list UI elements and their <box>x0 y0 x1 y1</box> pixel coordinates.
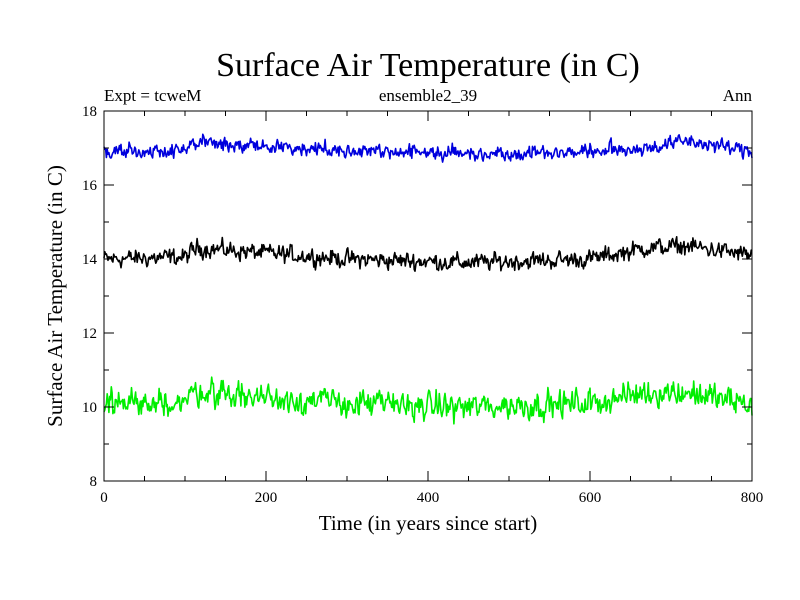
period-label: Ann <box>723 86 753 105</box>
series-line-0 <box>103 236 753 272</box>
y-tick-label: 8 <box>90 474 98 490</box>
y-tick-label: 10 <box>82 400 97 416</box>
plot-frame <box>103 110 753 482</box>
y-tick-label: 12 <box>82 326 97 342</box>
ensemble-label: ensemble2_39 <box>379 86 477 105</box>
x-tick-label: 800 <box>741 490 764 506</box>
y-axis-label: Surface Air Temperature (in C) <box>43 165 67 427</box>
x-tick-label: 200 <box>255 490 278 506</box>
series-line-1 <box>103 133 753 163</box>
experiment-label: Expt = tcweM <box>104 86 201 105</box>
x-tick-label: 400 <box>417 490 440 506</box>
series-line-2 <box>103 376 753 425</box>
series-layer <box>103 133 753 425</box>
ticks-layer: 0 200 400 600 800 8 10 12 14 16 18 <box>82 104 763 506</box>
y-tick-label: 18 <box>82 104 97 120</box>
x-axis-label: Time (in years since start) <box>319 511 538 535</box>
x-tick-label: 600 <box>579 490 602 506</box>
x-tick-label: 0 <box>100 490 108 506</box>
y-tick-label: 14 <box>82 252 98 268</box>
y-tick-label: 16 <box>82 178 98 194</box>
chart-title: Surface Air Temperature (in C) <box>216 47 640 84</box>
